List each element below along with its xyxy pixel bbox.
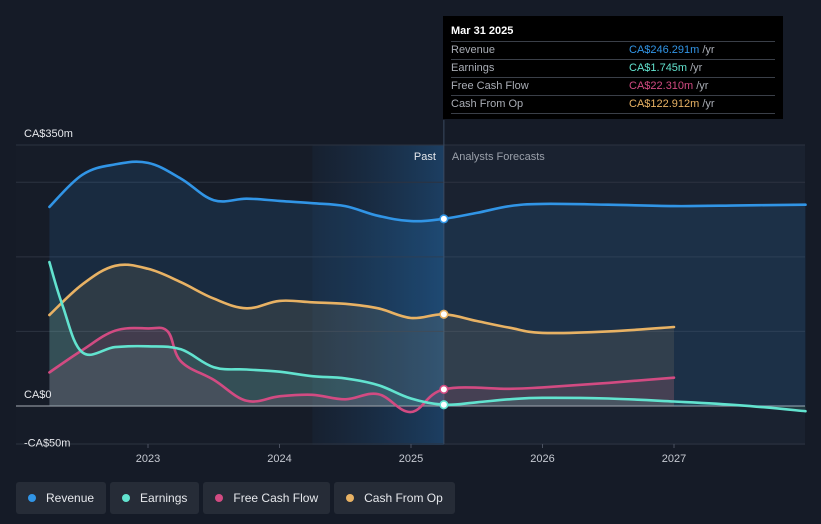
free-cash-flow-area xyxy=(49,327,674,413)
tooltip-value: CA$122.912m xyxy=(629,98,700,110)
x-tick-label: 2027 xyxy=(662,453,686,465)
legend-label: Revenue xyxy=(46,491,95,505)
revenue-line xyxy=(48,160,807,223)
free-cash-flow-line xyxy=(48,326,676,414)
earnings-area xyxy=(49,262,806,412)
tooltip-row-free-cash-flow: Free Cash Flow CA$22.310m /yr xyxy=(451,78,775,96)
tooltip-unit: /yr xyxy=(696,80,709,92)
forecast-label: Analysts Forecasts xyxy=(452,151,545,163)
y-axis-label: -CA$50m xyxy=(24,437,70,449)
legend-item-earnings[interactable]: Earnings xyxy=(110,482,200,514)
tooltip-row-cash-from-op: Cash From Op CA$122.912m /yr xyxy=(451,96,775,114)
tooltip-row-earnings: Earnings CA$1.745m /yr xyxy=(451,60,775,78)
free-cash-flow-point xyxy=(439,384,449,394)
tooltip-unit: /yr xyxy=(702,98,715,110)
x-tick-label: 2024 xyxy=(267,453,291,465)
cash-from-op-line xyxy=(48,263,676,335)
x-tick-label: 2026 xyxy=(530,453,554,465)
y-axis-label: CA$0 xyxy=(24,389,52,401)
legend-item-cash-from-op[interactable]: Cash From Op xyxy=(334,482,455,514)
tooltip-row-revenue: Revenue CA$246.291m /yr xyxy=(451,42,775,60)
tooltip-label: Revenue xyxy=(451,44,496,56)
revenue-dot-icon xyxy=(28,494,36,502)
legend-label: Free Cash Flow xyxy=(233,491,319,505)
earnings-point xyxy=(439,400,449,410)
revenue-point xyxy=(439,214,449,224)
earnings-line xyxy=(48,260,807,413)
legend-item-revenue[interactable]: Revenue xyxy=(16,482,107,514)
free-cash-flow-dot-icon xyxy=(215,494,224,502)
tooltip-value: CA$22.310m xyxy=(629,80,694,92)
past-label: Past xyxy=(414,151,436,163)
forecast-background xyxy=(443,145,805,445)
tooltip-value: CA$1.745m xyxy=(629,62,688,74)
tooltip-label: Cash From Op xyxy=(451,98,524,110)
legend-item-free-cash-flow[interactable]: Free Cash Flow xyxy=(203,482,331,514)
cash-from-op-point xyxy=(439,309,449,319)
tooltip-unit: /yr xyxy=(702,44,715,56)
tooltip-panel: Mar 31 2025 Revenue CA$246.291m /yr Earn… xyxy=(443,16,783,119)
chart-legend: Revenue Earnings Free Cash Flow Cash Fro… xyxy=(16,482,455,514)
tooltip-date: Mar 31 2025 xyxy=(451,24,775,42)
y-axis-label: CA$350m xyxy=(24,128,73,140)
cash-from-op-dot-icon xyxy=(346,494,355,502)
cash-from-op-area xyxy=(49,264,674,406)
legend-label: Cash From Op xyxy=(364,491,443,505)
tooltip-label: Free Cash Flow xyxy=(451,80,529,92)
tooltip-label: Earnings xyxy=(451,62,495,74)
earnings-dot-icon xyxy=(122,494,131,502)
revenue-area xyxy=(49,161,806,406)
legend-label: Earnings xyxy=(140,491,188,505)
x-tick-label: 2023 xyxy=(136,453,160,465)
tooltip-value: CA$246.291m xyxy=(629,44,700,56)
tooltip-unit: /yr xyxy=(690,62,703,74)
x-tick-label: 2025 xyxy=(399,453,423,465)
